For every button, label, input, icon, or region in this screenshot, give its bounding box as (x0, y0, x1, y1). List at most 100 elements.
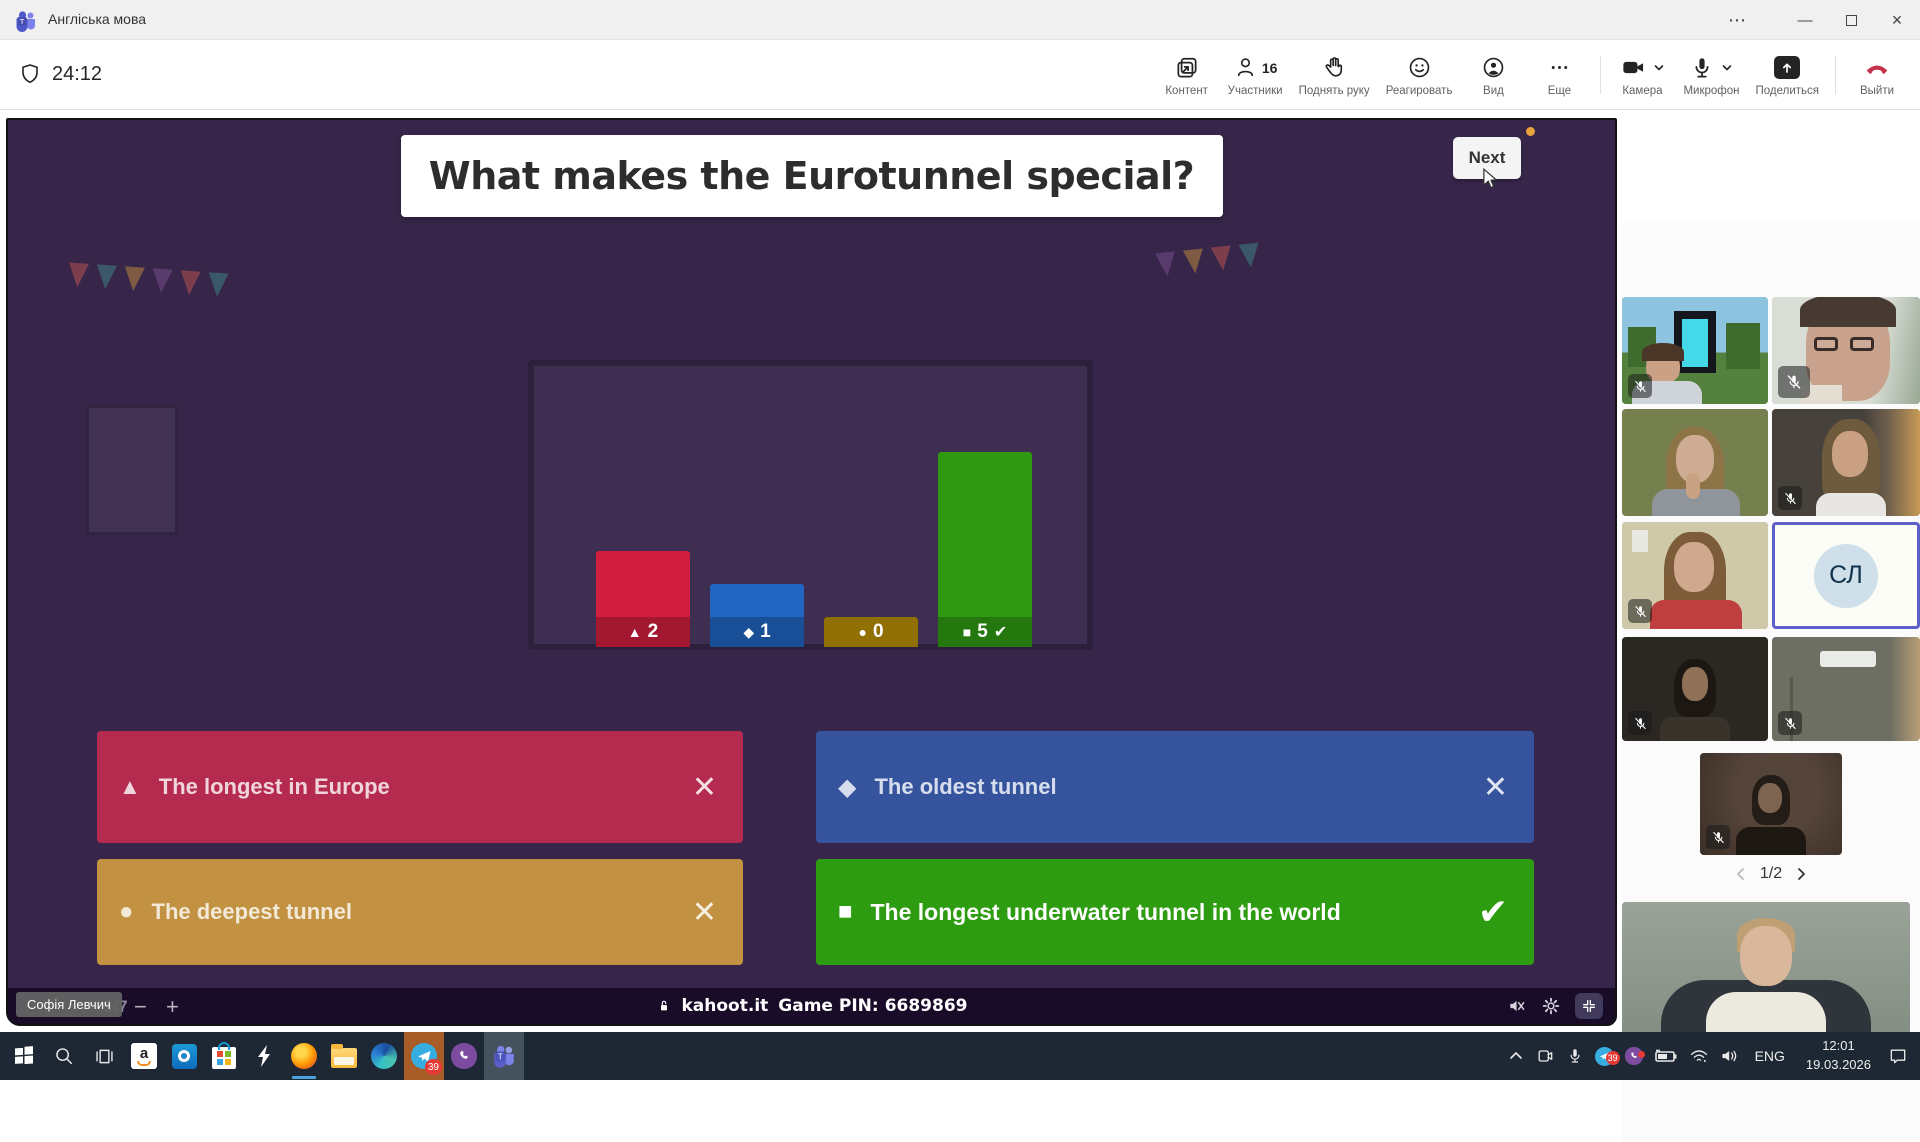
more-button[interactable]: Еще (1526, 40, 1592, 110)
mic-muted-icon (1778, 711, 1802, 735)
background-poster (86, 405, 178, 535)
camera-icon (1620, 54, 1647, 81)
timer-value: 24:12 (52, 63, 102, 86)
task-view-icon[interactable] (84, 1032, 124, 1080)
square-icon: ■ (838, 898, 853, 926)
taskbar-app-store[interactable] (204, 1032, 244, 1080)
video-tile[interactable] (1622, 522, 1768, 629)
tray-telegram-icon[interactable]: 39 (1595, 1047, 1614, 1066)
taskbar-app-teams[interactable]: T (484, 1032, 524, 1080)
notification-badge: 39 (1606, 1051, 1620, 1065)
view-icon (1481, 54, 1506, 82)
video-tile-avatar[interactable]: СЛ (1772, 522, 1920, 629)
circle-icon: ● (119, 898, 134, 926)
tray-volume-icon[interactable] (1720, 1047, 1740, 1065)
zoom-out-button[interactable]: − (134, 994, 147, 1020)
tray-date: 19.03.2026 (1806, 1056, 1871, 1075)
video-tile[interactable] (1772, 409, 1920, 516)
raise-hand-button[interactable]: Поднять руку (1291, 40, 1378, 110)
chevron-right-icon[interactable] (1794, 867, 1808, 881)
people-icon (1233, 55, 1258, 80)
question-card: What makes the Eurotunnel special? (401, 135, 1223, 217)
share-button[interactable]: Поделиться (1747, 40, 1827, 110)
avatar: СЛ (1814, 544, 1878, 608)
tray-chevron-up-icon[interactable] (1508, 1048, 1524, 1064)
maximize-icon[interactable] (1828, 0, 1874, 40)
titlebar-more-icon[interactable]: ⋯ (1714, 0, 1760, 40)
video-tile[interactable] (1622, 409, 1768, 516)
mic-muted-icon (1706, 825, 1730, 849)
game-pin-value: 6689869 (885, 996, 968, 1016)
minimize-icon[interactable]: — (1782, 0, 1828, 40)
check-icon: ✔ (994, 622, 1007, 642)
kahoot-site: kahoot.it (682, 996, 769, 1016)
gear-icon[interactable] (1541, 996, 1561, 1016)
notification-dot (1638, 1051, 1645, 1058)
answer-tile-square: ■ The longest underwater tunnel in the w… (816, 859, 1534, 965)
smiley-icon (1407, 54, 1432, 82)
view-button[interactable]: Вид (1460, 40, 1526, 110)
taskbar-app-explorer[interactable] (324, 1032, 364, 1080)
zoom-in-button[interactable]: + (166, 994, 179, 1020)
window-titlebar: T Англіська мова ⋯ — × (0, 0, 1920, 40)
status-dot (1526, 127, 1535, 136)
video-pagination: 1/2 (1622, 865, 1920, 883)
tray-language[interactable]: ENG (1751, 1048, 1789, 1064)
tray-clock[interactable]: 12:01 19.03.2026 (1800, 1037, 1877, 1075)
react-button[interactable]: Реагировать (1378, 40, 1461, 110)
diamond-icon: ◆ (838, 773, 856, 802)
content-button[interactable]: Контент (1154, 40, 1220, 110)
page-indicator: 1/2 (1760, 865, 1782, 883)
chevron-down-icon[interactable] (1653, 62, 1665, 74)
presenter-name-tooltip: Софія Левчич (16, 992, 122, 1017)
taskbar-app-amazon[interactable]: a (124, 1032, 164, 1080)
cross-icon: ✕ (692, 770, 717, 805)
result-bar-circle: ●0 (824, 617, 918, 647)
participants-button[interactable]: 16 Участники (1220, 40, 1291, 110)
svg-text:T: T (20, 17, 25, 26)
video-tile[interactable] (1622, 637, 1768, 741)
mic-muted-icon (1778, 366, 1810, 398)
result-bar-square: ■5✔ (938, 452, 1032, 647)
taskbar-app-firefox[interactable] (284, 1032, 324, 1080)
search-icon[interactable] (44, 1032, 84, 1080)
video-tile[interactable] (1622, 297, 1768, 404)
taskbar-app-telegram[interactable]: 39 (404, 1032, 444, 1080)
microphone-button[interactable]: Микрофон (1675, 40, 1747, 110)
running-indicator (292, 1076, 316, 1079)
video-tile[interactable] (1772, 297, 1920, 404)
participants-panel: СЛ 1/2 (1622, 220, 1920, 1142)
share-screen-icon (1774, 54, 1800, 82)
taskbar-app-lightning[interactable] (244, 1032, 284, 1080)
tray-wifi-icon[interactable] (1689, 1048, 1709, 1064)
start-button[interactable] (4, 1032, 44, 1080)
mic-muted-icon (1628, 599, 1652, 623)
tray-battery-icon[interactable] (1654, 1048, 1678, 1064)
microphone-icon (1689, 55, 1715, 81)
tray-microphone-icon[interactable] (1566, 1047, 1584, 1065)
result-bar-diamond: ◆1 (710, 584, 804, 647)
shared-screen-kahoot: What makes the Eurotunnel special? Next … (6, 118, 1617, 1026)
cross-icon: ✕ (692, 895, 717, 930)
shield-icon (18, 62, 42, 86)
taskbar-app-outlook[interactable] (164, 1032, 204, 1080)
exit-fullscreen-button[interactable] (1575, 993, 1603, 1019)
taskbar-app-viber[interactable] (444, 1032, 484, 1080)
video-tile[interactable] (1700, 753, 1842, 855)
toolbar-divider (1600, 56, 1601, 94)
camera-button[interactable]: Камера (1609, 40, 1675, 110)
mic-muted-icon (1778, 486, 1802, 510)
sound-muted-icon[interactable] (1507, 996, 1527, 1016)
chevron-left-icon[interactable] (1734, 867, 1748, 881)
tray-viber-icon[interactable] (1625, 1047, 1643, 1065)
chevron-down-icon[interactable] (1721, 62, 1733, 74)
taskbar-app-edge[interactable] (364, 1032, 404, 1080)
lock-icon (656, 998, 672, 1014)
tray-time: 12:01 (1806, 1037, 1871, 1056)
participants-count: 16 (1262, 60, 1278, 76)
video-tile[interactable] (1772, 637, 1920, 741)
leave-button[interactable]: Выйти (1844, 40, 1910, 110)
action-center-icon[interactable] (1888, 1046, 1908, 1066)
close-icon[interactable]: × (1874, 0, 1920, 40)
tray-meet-now-icon[interactable] (1535, 1046, 1555, 1066)
